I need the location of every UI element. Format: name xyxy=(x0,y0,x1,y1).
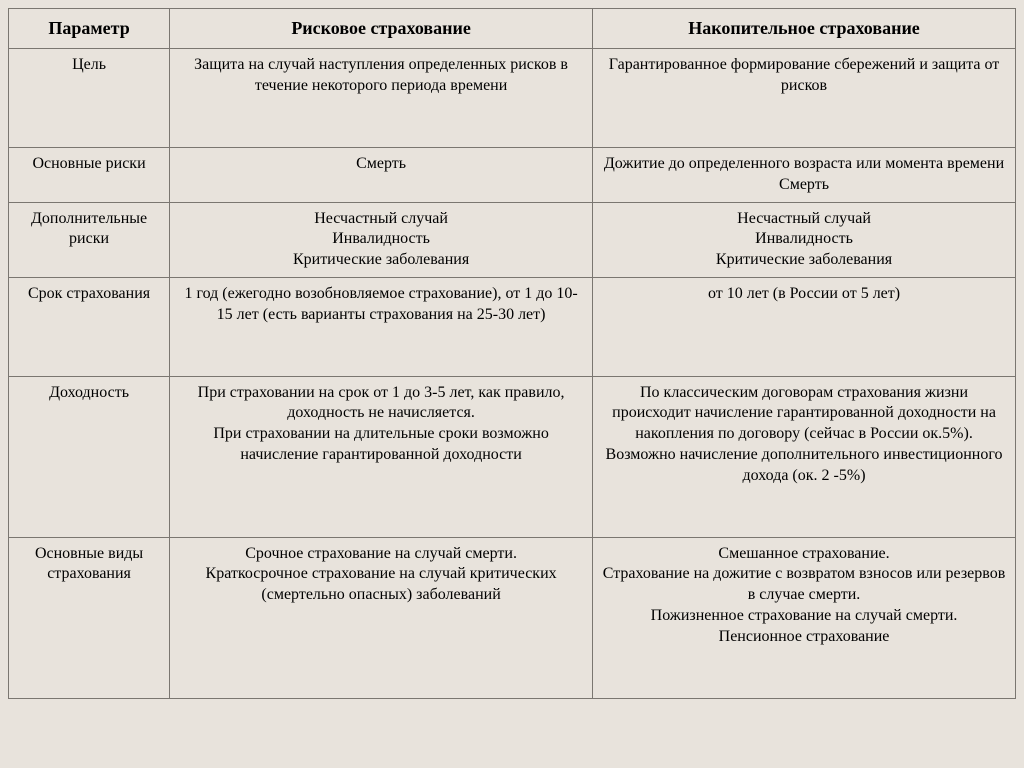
cell-line: Возможно начисление дополнительного инве… xyxy=(601,445,1007,487)
cell-line: риски xyxy=(17,229,161,250)
cell-line: Смешанное страхование. xyxy=(601,544,1007,565)
table-row: Основные виды страхования Срочное страхо… xyxy=(9,537,1016,698)
header-param: Параметр xyxy=(9,9,170,49)
cell-risk: Смерть xyxy=(170,147,593,202)
cell-line: Срочное страхование на случай смерти. xyxy=(178,544,584,565)
insurance-comparison-table: Параметр Рисковое страхование Накопитель… xyxy=(8,8,1016,699)
table-row: Дополнительные риски Несчастный случай И… xyxy=(9,202,1016,277)
cell-line: При страховании на срок от 1 до 3-5 лет,… xyxy=(178,383,584,425)
cell-line: По классическим договорам страхования жи… xyxy=(601,383,1007,445)
cell-line: Несчастный случай xyxy=(601,209,1007,230)
cell-param: Основные риски xyxy=(9,147,170,202)
cell-accum: Смешанное страхование. Страхование на до… xyxy=(593,537,1016,698)
cell-accum: от 10 лет (в России от 5 лет) xyxy=(593,277,1016,376)
cell-line: Дополнительные xyxy=(17,209,161,230)
cell-line: Несчастный случай xyxy=(178,209,584,230)
table-row: Срок страхования 1 год (ежегодно возобно… xyxy=(9,277,1016,376)
table-row: Доходность При страховании на срок от 1 … xyxy=(9,376,1016,537)
cell-line: Инвалидность xyxy=(601,229,1007,250)
cell-line: Критические заболевания xyxy=(178,250,584,271)
cell-risk: Защита на случай наступления определенны… xyxy=(170,49,593,148)
cell-param: Основные виды страхования xyxy=(9,537,170,698)
cell-line: Дожитие до определенного возраста или мо… xyxy=(601,154,1007,175)
cell-line: Инвалидность xyxy=(178,229,584,250)
cell-line: Пожизненное страхование на случай смерти… xyxy=(601,606,1007,627)
cell-line: Основные виды xyxy=(17,544,161,565)
cell-accum: По классическим договорам страхования жи… xyxy=(593,376,1016,537)
table-row: Основные риски Смерть Дожитие до определ… xyxy=(9,147,1016,202)
table-row: Цель Защита на случай наступления опреде… xyxy=(9,49,1016,148)
table-header-row: Параметр Рисковое страхование Накопитель… xyxy=(9,9,1016,49)
cell-param: Дополнительные риски xyxy=(9,202,170,277)
cell-risk: Несчастный случай Инвалидность Критическ… xyxy=(170,202,593,277)
cell-line: Смерть xyxy=(601,175,1007,196)
cell-param: Срок страхования xyxy=(9,277,170,376)
cell-line: Краткосрочное страхование на случай крит… xyxy=(178,564,584,606)
cell-accum: Дожитие до определенного возраста или мо… xyxy=(593,147,1016,202)
cell-line: Страхование на дожитие с возвратом взнос… xyxy=(601,564,1007,606)
header-accum: Накопительное страхование xyxy=(593,9,1016,49)
cell-risk: 1 год (ежегодно возобновляемое страхован… xyxy=(170,277,593,376)
cell-line: страхования xyxy=(17,564,161,585)
cell-risk: Срочное страхование на случай смерти. Кр… xyxy=(170,537,593,698)
cell-line: Критические заболевания xyxy=(601,250,1007,271)
cell-accum: Гарантированное формирование сбережений … xyxy=(593,49,1016,148)
cell-line: При страховании на длительные сроки возм… xyxy=(178,424,584,466)
cell-accum: Несчастный случай Инвалидность Критическ… xyxy=(593,202,1016,277)
cell-param: Цель xyxy=(9,49,170,148)
header-risk: Рисковое страхование xyxy=(170,9,593,49)
cell-param: Доходность xyxy=(9,376,170,537)
cell-line: Пенсионное страхование xyxy=(601,627,1007,648)
cell-risk: При страховании на срок от 1 до 3-5 лет,… xyxy=(170,376,593,537)
